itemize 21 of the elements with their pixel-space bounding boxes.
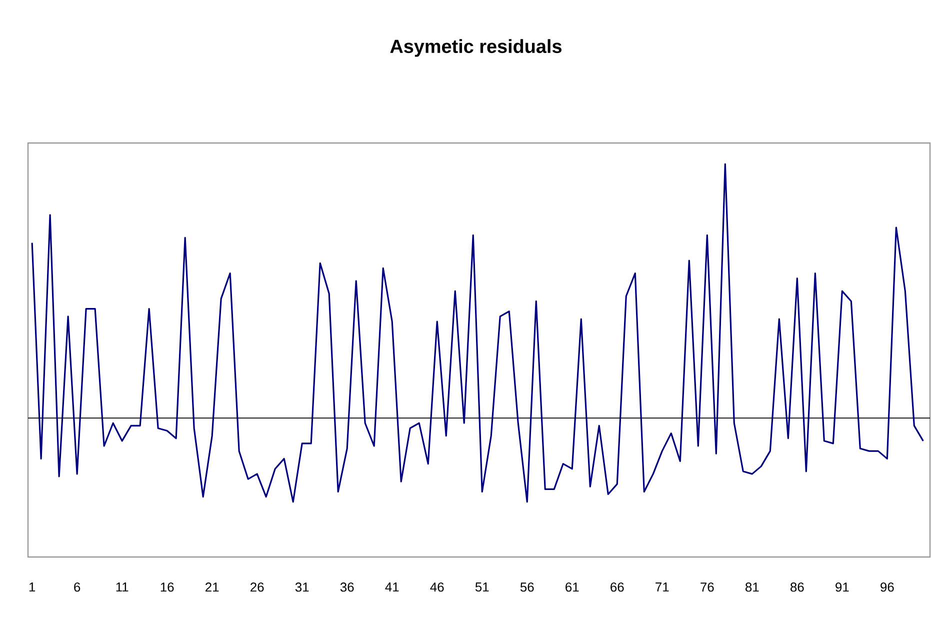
x-tick-label: 26 (250, 582, 264, 592)
x-tick-label: 56 (520, 582, 534, 592)
x-tick-label: 61 (566, 582, 579, 592)
x-tick-label: 46 (430, 582, 444, 592)
x-tick-label: 91 (836, 582, 849, 592)
x-tick-label: 66 (610, 582, 624, 592)
x-tick-label: 6 (74, 582, 80, 592)
x-tick-label: 81 (746, 582, 759, 592)
x-tick-label: 1 (29, 582, 36, 592)
x-tick-label: 16 (160, 582, 174, 592)
x-tick-label: 36 (340, 582, 354, 592)
x-tick-label: 31 (295, 582, 309, 592)
x-tick-label: 51 (475, 582, 489, 592)
x-tick-label: 41 (385, 582, 399, 592)
x-tick-label: 21 (206, 582, 219, 592)
x-tick-label: 71 (656, 582, 669, 592)
x-tick-label: 11 (116, 582, 128, 592)
chart-title: Asymetic residuals (390, 39, 562, 57)
x-tick-label: 86 (790, 582, 804, 592)
x-tick-label: 96 (880, 582, 894, 592)
x-tick-label: 76 (700, 582, 714, 592)
